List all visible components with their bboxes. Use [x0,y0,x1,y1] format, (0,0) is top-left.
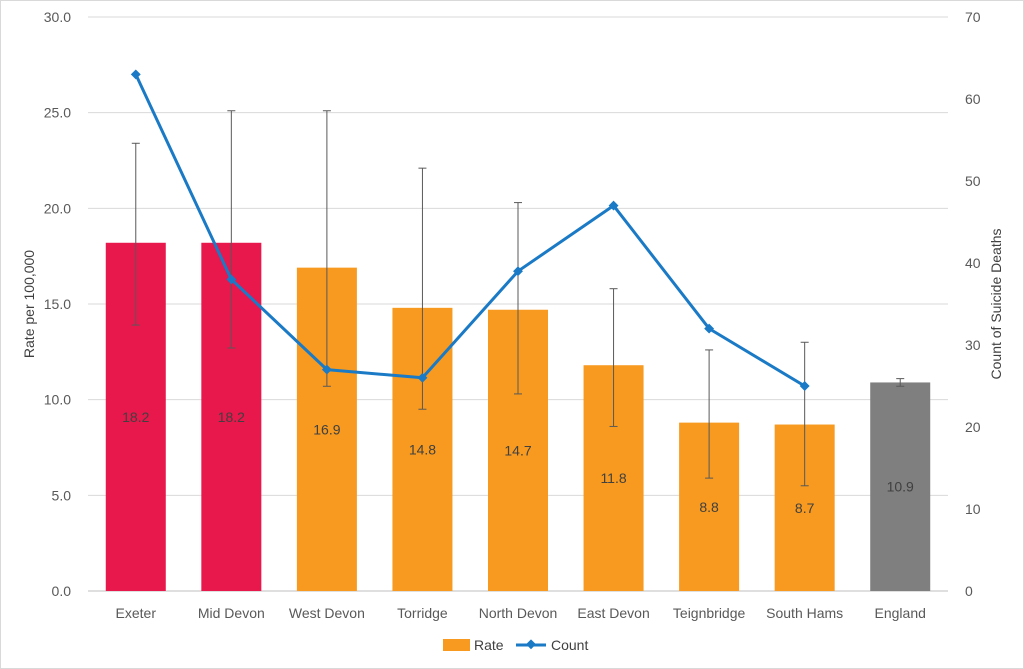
left-tick-label: 0.0 [52,583,72,599]
category-label: Mid Devon [198,605,265,621]
rate-data-label: 14.7 [504,442,531,458]
left-tick-label: 15.0 [44,296,71,312]
rate-data-label: 10.9 [887,479,914,495]
count-marker [321,364,332,375]
right-tick-label: 20 [965,419,981,435]
bar-data-labels: 18.2 18.2 16.9 14.8 14.7 11.8 8.8 8.7 10.9 [122,409,914,516]
count-line-series [130,69,810,391]
legend-rate-swatch [443,639,470,651]
left-axis-ticks: 0.0 5.0 10.0 15.0 20.0 25.0 30.0 [44,9,71,599]
left-tick-label: 5.0 [52,487,72,503]
rate-data-label: 8.8 [699,499,719,515]
count-marker [513,266,523,277]
error-bars [131,110,905,487]
right-tick-label: 50 [965,173,981,189]
right-tick-label: 70 [965,9,981,25]
right-tick-label: 0 [965,583,973,599]
count-marker [417,372,428,383]
rate-data-label: 11.8 [600,470,626,486]
category-label: Torridge [397,605,448,621]
left-tick-label: 20.0 [44,200,71,216]
legend-count-label: Count [551,637,588,653]
count-marker [130,69,141,80]
left-tick-label: 30.0 [44,9,71,25]
category-labels: Exeter Mid Devon West Devon Torridge North D… [116,605,926,621]
right-tick-label: 40 [965,255,981,271]
category-label: West Devon [289,605,365,621]
rate-data-label: 18.2 [218,409,245,425]
count-marker [226,274,237,285]
left-tick-label: 25.0 [44,105,71,121]
rate-data-label: 8.7 [795,500,815,516]
right-tick-label: 10 [965,501,981,517]
right-tick-label: 60 [965,91,981,107]
legend-count-marker [526,639,536,650]
count-marker [799,381,810,391]
rate-data-label: 18.2 [122,409,149,425]
category-label: East Devon [577,605,649,621]
right-tick-label: 30 [965,337,981,353]
right-axis-ticks: 0 10 20 30 40 50 60 70 [965,9,981,599]
count-marker [608,200,619,211]
left-tick-label: 10.0 [44,392,71,408]
category-label: Exeter [116,605,157,621]
category-label: England [875,605,926,621]
category-label: South Hams [766,605,843,621]
rate-data-label: 14.8 [409,441,436,457]
legend-rate-label: Rate [474,637,504,653]
rate-data-label: 16.9 [313,421,340,437]
right-axis-title: Count of Suicide Deaths [988,229,1004,380]
legend: Rate Count [443,637,588,653]
count-marker [704,323,715,334]
left-axis-title: Rate per 100,000 [21,250,37,358]
count-line [134,73,806,388]
rate-bar [870,382,931,591]
category-label: North Devon [479,605,558,621]
category-label: Teignbridge [673,605,746,621]
